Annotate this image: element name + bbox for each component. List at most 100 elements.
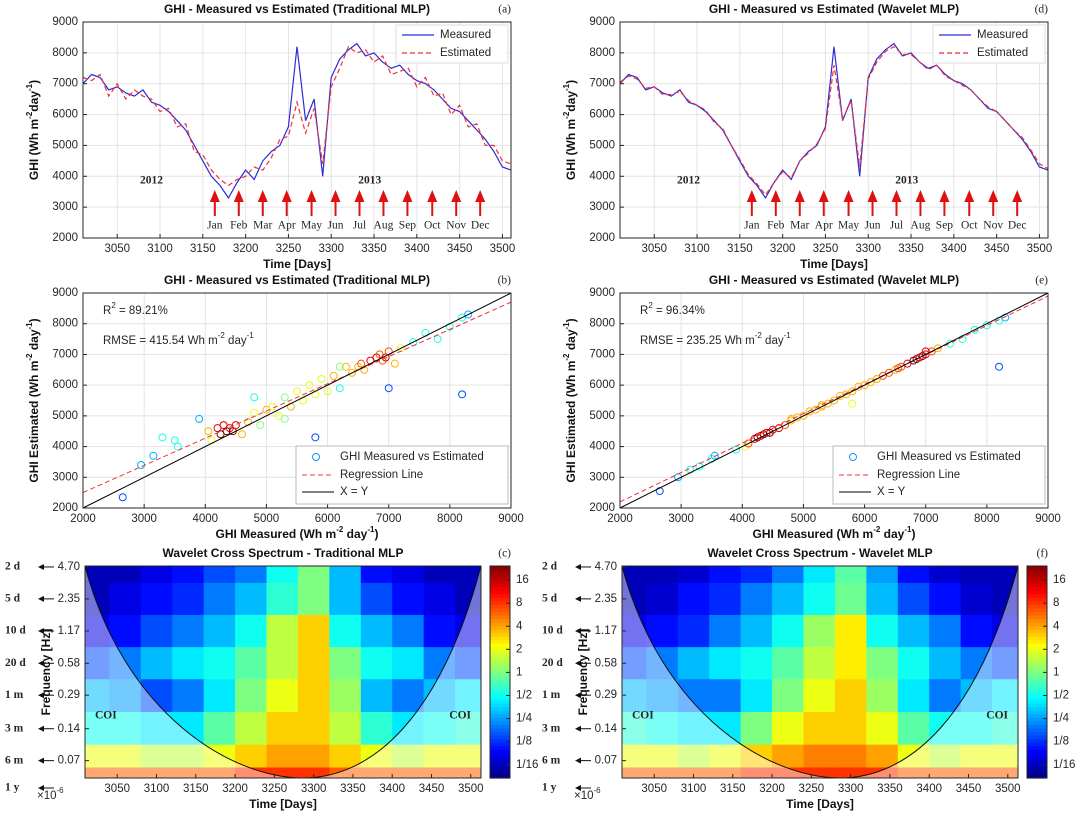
y-tick-label: 5000 xyxy=(52,139,78,151)
period-label: 6 m xyxy=(5,754,24,766)
colorbar-step xyxy=(1027,633,1047,638)
heatmap-cell xyxy=(423,582,456,616)
heatmap-cell xyxy=(772,744,804,768)
scatter-point xyxy=(781,421,790,430)
colorbar-tick-label: 1 xyxy=(1053,666,1059,678)
label-part: 2 xyxy=(111,301,116,310)
month-arrow-head xyxy=(794,190,805,202)
colorbar-step xyxy=(490,643,510,648)
heatmap-cell xyxy=(297,582,330,616)
heatmap-cell xyxy=(423,744,456,768)
scatter-point xyxy=(118,493,127,502)
colorbar-step xyxy=(1027,573,1047,578)
colorbar-step xyxy=(490,763,510,768)
scatter-point xyxy=(384,384,393,393)
label-part: GHI (Wh m xyxy=(564,119,578,180)
heatmap-cell xyxy=(992,767,1019,779)
heatmap-cell xyxy=(423,614,456,648)
month-arrow-head xyxy=(867,190,878,202)
heatmap-cell xyxy=(866,566,899,584)
y-tick-label: 0.14 xyxy=(58,723,81,735)
label-part: -2 xyxy=(336,525,344,534)
heatmap-cell xyxy=(992,582,1019,616)
colorbar-step xyxy=(1027,569,1047,574)
colorbar-step xyxy=(1027,661,1047,666)
colorbar-step xyxy=(1027,725,1047,730)
heatmap-cell xyxy=(646,711,679,746)
heatmap-cell xyxy=(360,711,393,746)
heatmap-cell xyxy=(740,767,773,779)
x-axis-label: Time [Days] xyxy=(263,257,331,271)
y-tick-label: 1.17 xyxy=(595,625,617,637)
heatmap-cell xyxy=(423,711,456,746)
x-tick-label: 3500 xyxy=(490,243,516,255)
heatmap-cell xyxy=(455,711,482,746)
period-label: 6 m xyxy=(542,754,561,766)
scatter-point xyxy=(848,387,857,396)
x-tick-label: 3100 xyxy=(144,783,170,795)
scatter-point xyxy=(921,350,930,359)
y-tick-label: 2.35 xyxy=(595,593,617,605)
legend-label: X = Y xyxy=(340,486,369,498)
heatmap-cell xyxy=(423,679,456,713)
heatmap-cell xyxy=(266,566,299,584)
label-part: RMSE = 235.25 Wh m xyxy=(640,335,755,347)
heatmap-cell xyxy=(897,744,930,768)
x-axis-label: Time [Days] xyxy=(249,797,317,811)
scatter-point xyxy=(323,387,332,396)
colorbar-step xyxy=(1027,615,1047,620)
label-part: day xyxy=(762,335,784,347)
y-tick-label: 3000 xyxy=(52,201,78,213)
scatter-point xyxy=(396,344,405,353)
legend-label: Regression Line xyxy=(877,469,960,481)
colorbar-step xyxy=(490,573,510,578)
colorbar-step xyxy=(1027,760,1047,765)
label-part: -1 xyxy=(562,83,571,91)
coi-shade xyxy=(85,566,481,778)
colorbar-step xyxy=(490,725,510,730)
month-arrow-head xyxy=(378,190,389,202)
heatmap-cell xyxy=(929,647,962,680)
colorbar-step xyxy=(1027,626,1047,631)
label-part: -1 xyxy=(25,322,34,330)
x-tick-label: 3500 xyxy=(1027,243,1053,255)
month-arrow-head xyxy=(843,190,854,202)
label-part: ) xyxy=(27,318,41,322)
colorbar-step xyxy=(1027,608,1047,613)
colorbar-step xyxy=(1027,576,1047,581)
heatmap-cell xyxy=(140,582,173,616)
y-tick-label: 3000 xyxy=(52,471,78,483)
label-part: -2 xyxy=(755,331,763,340)
scatter-point xyxy=(173,442,182,451)
colorbar-step xyxy=(490,608,510,613)
month-arrow-head xyxy=(257,190,268,202)
x-axis-label: Time [Days] xyxy=(800,257,868,271)
period-arrow-head xyxy=(575,725,581,732)
colorbar-step xyxy=(1027,664,1047,670)
heatmap-cell xyxy=(109,679,142,713)
heatmap-cell xyxy=(85,647,110,680)
y-tick-label: 4.70 xyxy=(595,561,617,573)
period-label: 3 m xyxy=(542,722,561,734)
heatmap-cell xyxy=(960,566,993,584)
legend-label: Estimated xyxy=(440,47,491,59)
heatmap-cell xyxy=(392,744,425,768)
heatmap-cell xyxy=(709,767,742,779)
coi-shade xyxy=(622,566,1018,778)
label-part: GHI (Wh m xyxy=(27,119,41,180)
heatmap-cell xyxy=(929,614,962,648)
y-tick-label: 4.70 xyxy=(58,561,80,573)
heatmap-cell xyxy=(677,582,710,616)
heatmap-cell xyxy=(992,744,1019,768)
heatmap-cell xyxy=(897,711,930,746)
month-label: Dec xyxy=(471,220,490,232)
heatmap-cell xyxy=(646,647,679,680)
heatmap-cell xyxy=(360,679,393,713)
heatmap-cell xyxy=(834,647,867,680)
heatmap-cell xyxy=(803,744,836,768)
colorbar-step xyxy=(1027,643,1047,648)
scatter-point xyxy=(329,371,338,380)
colorbar-tick-label: 1/8 xyxy=(1053,736,1069,748)
label-part: ) xyxy=(564,318,578,322)
x-tick-label: 4000 xyxy=(192,513,218,525)
